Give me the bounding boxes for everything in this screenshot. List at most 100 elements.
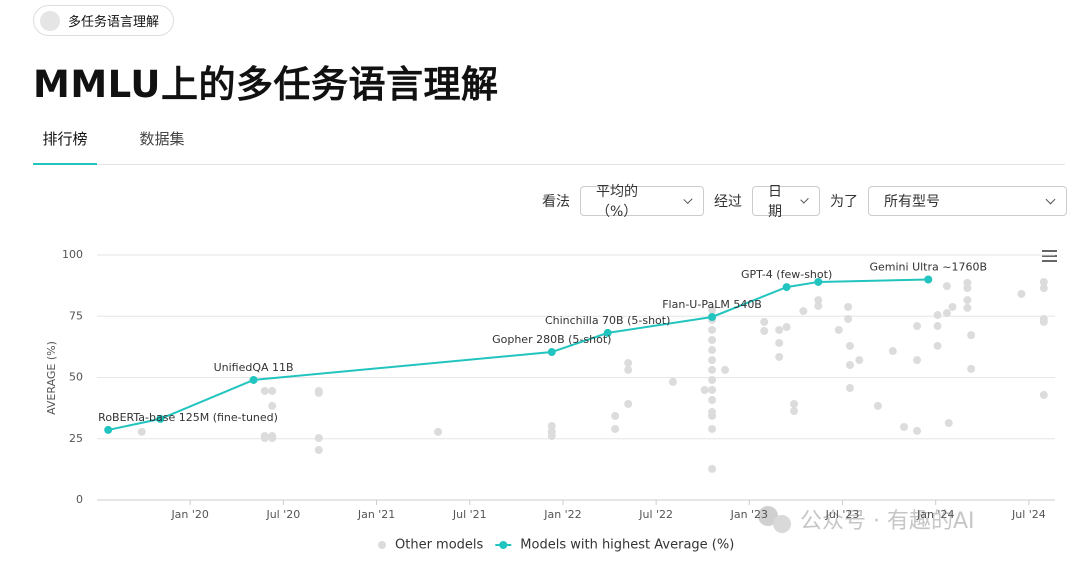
model-point	[944, 419, 953, 428]
select[interactable]: 所有型号	[868, 186, 1067, 216]
model-point	[624, 365, 633, 374]
y-tick-label: 100	[62, 248, 83, 261]
frontier-point	[782, 283, 791, 292]
model-point	[1039, 317, 1048, 326]
model-point	[814, 301, 823, 310]
filter-label: 为了	[830, 194, 858, 210]
model-point	[775, 325, 784, 334]
model-point	[624, 359, 633, 368]
x-tick-label: Jul '23	[825, 508, 860, 521]
model-point	[1039, 277, 1048, 286]
model-point	[913, 426, 922, 435]
frontier-point	[814, 277, 823, 286]
model-point	[268, 434, 277, 443]
model-point	[814, 296, 823, 305]
x-tick-label: Jul '20	[265, 508, 300, 521]
model-point	[963, 296, 972, 305]
model-point	[314, 434, 323, 443]
model-point	[845, 384, 854, 393]
model-point	[913, 356, 922, 365]
frontier-point	[547, 348, 556, 357]
y-tick-label: 25	[69, 432, 83, 445]
x-tick-label: Jan '20	[170, 508, 208, 521]
x-tick-label: Jan '24	[916, 508, 954, 521]
model-point	[967, 331, 976, 340]
tab[interactable]: 数据集	[139, 130, 185, 148]
model-point	[708, 336, 717, 345]
badge[interactable]: 多任务语言理解	[33, 5, 175, 36]
model-point	[668, 377, 677, 386]
model-point	[624, 399, 633, 408]
point-label: Gemini Ultra ~1760B	[869, 261, 987, 274]
model-point	[855, 356, 864, 365]
model-point	[948, 302, 957, 311]
model-point	[314, 446, 323, 455]
select[interactable]: 日期	[752, 184, 820, 220]
model-point	[790, 399, 799, 408]
y-tick-label: 0	[76, 493, 83, 506]
model-point	[933, 311, 942, 320]
model-point	[760, 326, 769, 335]
model-point	[260, 386, 269, 395]
model-point	[913, 322, 922, 331]
point-label: RoBERTa-base 125M (fine-tuned)	[98, 411, 278, 424]
model-point	[845, 341, 854, 350]
model-point	[260, 434, 269, 443]
model-point	[1017, 289, 1026, 298]
frontier-point	[156, 414, 165, 423]
model-point	[963, 303, 972, 312]
x-tick-label: Jan '22	[543, 508, 581, 521]
model-point	[933, 341, 942, 350]
legend-label: Other models	[395, 538, 484, 553]
frontier-point	[708, 312, 717, 321]
legend-item[interactable]: Models with highest Average (%)	[495, 538, 734, 553]
model-point	[967, 364, 976, 373]
model-point	[844, 302, 853, 311]
model-point	[708, 365, 717, 374]
model-point	[708, 424, 717, 433]
model-point	[547, 427, 556, 436]
model-point	[137, 427, 146, 436]
select-value: 日期	[768, 184, 782, 220]
frontier-line	[107, 278, 929, 431]
model-point	[760, 317, 769, 326]
badge-text: 多任务语言理解	[68, 15, 160, 30]
legend-marker	[499, 541, 508, 549]
model-point	[790, 407, 799, 416]
model-point	[708, 346, 717, 355]
model-point	[933, 322, 942, 331]
model-point	[1039, 284, 1048, 293]
badge-icon	[40, 10, 60, 31]
model-point	[268, 386, 277, 395]
select-value: 所有型号	[884, 194, 940, 210]
legend-item[interactable]: Other models	[378, 538, 484, 553]
model-point	[547, 422, 556, 431]
x-tick-label: Jan '21	[357, 508, 395, 521]
legend-label: Models with highest Average (%)	[520, 538, 734, 553]
y-axis-label: AVERAGE (%)	[45, 341, 58, 415]
watermark: 公众号 · 有趣的AI	[758, 506, 975, 534]
select-value: 平均的 （%）	[596, 184, 638, 220]
select[interactable]: 平均的 （%）	[580, 184, 704, 220]
frontier-point	[104, 425, 113, 434]
model-point	[782, 323, 791, 332]
filters: 看法 平均的 （%） 经过 日期 为了 所有型号	[532, 184, 1067, 220]
point-label: GPT-4 (few-shot)	[741, 268, 832, 281]
model-point	[700, 385, 709, 394]
frontier-point	[249, 375, 258, 384]
model-point	[775, 338, 784, 347]
model-point	[942, 309, 951, 318]
menu-icon[interactable]	[1042, 250, 1057, 262]
model-point	[834, 325, 843, 334]
x-tick-label: Jul '21	[452, 508, 487, 521]
point-label: UnifiedQA 11B	[214, 361, 294, 374]
tab[interactable]: 排行榜	[33, 126, 97, 165]
model-point	[708, 411, 717, 420]
model-point	[314, 388, 323, 397]
watermark-text: 公众号 · 有趣的AI	[800, 509, 975, 534]
model-point	[844, 314, 853, 323]
model-point	[708, 464, 717, 473]
model-point	[708, 396, 717, 405]
